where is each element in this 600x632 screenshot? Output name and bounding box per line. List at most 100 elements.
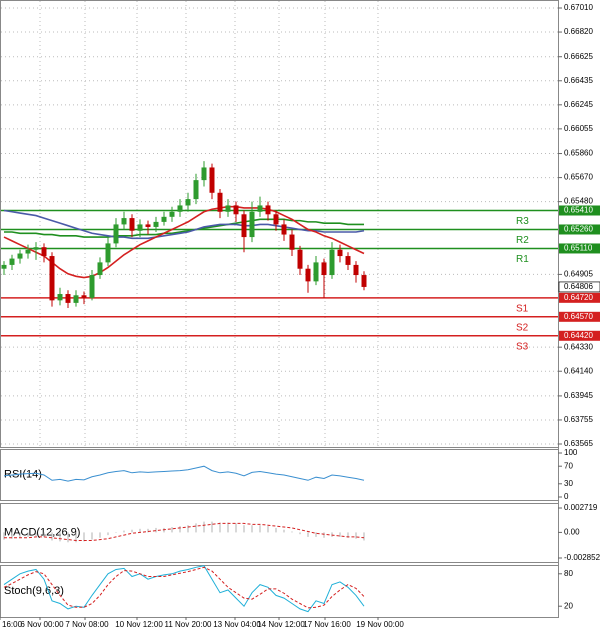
current-price-box	[558, 281, 600, 293]
y-tick-label: 0.65670	[564, 173, 593, 182]
candle-body	[121, 218, 127, 225]
level-price-label: 0.64570	[564, 312, 593, 321]
candle-body	[41, 247, 47, 257]
y-tick-label: 0.66435	[564, 76, 593, 85]
level-name: R3	[516, 216, 529, 227]
level-price-label: 0.65410	[564, 206, 593, 215]
y-tick-label: 0.65480	[564, 197, 593, 206]
histogram-bar	[139, 528, 141, 533]
candle-body	[321, 262, 327, 276]
indicator-line	[3, 566, 365, 609]
candle-body	[57, 294, 63, 301]
histogram-bar	[83, 532, 85, 542]
candle-body	[73, 295, 79, 303]
histogram-bar	[67, 532, 69, 543]
candle-body	[281, 224, 287, 235]
indicator-title: Stoch(9,6,3)	[4, 585, 64, 597]
histogram-bar	[51, 532, 53, 541]
candle-body	[217, 192, 223, 212]
indicator-line	[3, 205, 365, 279]
x-tick-label: 7 Nov 08:00	[65, 620, 109, 629]
indicator-line	[3, 465, 365, 482]
histogram-bar	[179, 526, 181, 533]
y-tick-label: 0.65860	[564, 149, 593, 158]
y-tick-label: 0.66055	[564, 124, 593, 133]
candle-body	[65, 294, 71, 303]
histogram-bar	[123, 530, 125, 533]
histogram-bar	[203, 521, 205, 533]
indicator-line	[4, 218, 364, 238]
indicator-line	[3, 565, 365, 613]
histogram-bar	[291, 531, 293, 533]
candle-body	[161, 216, 167, 222]
candle-body	[169, 211, 175, 217]
x-tick-label: 14 Nov 12:00	[257, 620, 305, 629]
y-tick-label: 0.66820	[564, 27, 593, 36]
y-tick-label: 0.64905	[564, 270, 593, 279]
y-tick-label: 80	[564, 569, 573, 578]
x-tick-label: 6 Nov 00:00	[20, 620, 64, 629]
candle-body	[17, 253, 23, 259]
histogram-bar	[187, 525, 189, 533]
histogram-bar	[155, 527, 157, 533]
y-tick-label: 0.64140	[564, 366, 593, 375]
candle-body	[81, 295, 87, 298]
level-price-box	[559, 243, 600, 254]
candle-body	[201, 167, 207, 181]
histogram-bar	[27, 532, 29, 537]
histogram-bar	[355, 532, 357, 539]
indicator-line	[4, 522, 365, 541]
candle-body	[105, 243, 111, 263]
histogram-bar	[11, 532, 13, 539]
level-name: S2	[516, 322, 529, 333]
level-name: S1	[516, 303, 529, 314]
x-tick-label: 17 Nov 16:00	[303, 620, 351, 629]
candle-body	[249, 211, 255, 238]
histogram-bar	[35, 532, 37, 536]
candle-body	[97, 262, 103, 276]
histogram-bar	[323, 532, 325, 538]
histogram-bar	[171, 527, 173, 533]
histogram-bar	[131, 529, 133, 533]
candle-body	[25, 249, 31, 254]
histogram-bar	[243, 525, 245, 533]
candle-body	[329, 249, 335, 276]
candle-body	[145, 224, 151, 227]
histogram-bar	[219, 522, 221, 533]
y-tick-label: 70	[564, 461, 573, 470]
histogram-bar	[59, 532, 61, 542]
histogram-bar	[211, 521, 213, 533]
candle-body	[297, 249, 303, 269]
histogram-bar	[227, 522, 229, 533]
indicator-line	[3, 209, 365, 240]
candle-body	[89, 275, 95, 298]
histogram-bar	[299, 532, 301, 535]
candle-body	[9, 258, 15, 265]
candle-body	[225, 205, 231, 212]
candle-body	[177, 205, 183, 212]
y-tick-label: 0.67010	[564, 3, 593, 12]
candle-body	[305, 268, 311, 282]
x-tick-label: 10 Nov 12:00	[115, 620, 163, 629]
histogram-bar	[315, 532, 317, 537]
candle-body	[49, 256, 55, 301]
histogram-bar	[283, 529, 285, 533]
candle-body	[1, 264, 7, 269]
level-price-box	[559, 330, 600, 341]
y-tick-label: 0.002719	[564, 503, 598, 512]
level-price-box	[559, 311, 600, 322]
level-price-box	[559, 292, 600, 303]
histogram-bar	[251, 525, 253, 533]
indicator-title: MACD(12,26,9)	[4, 526, 80, 538]
candle-body	[233, 205, 239, 215]
y-tick-label: -0.002852	[564, 553, 600, 562]
histogram-bar	[267, 526, 269, 533]
candle-body	[313, 262, 319, 282]
candle-body	[345, 256, 351, 265]
y-tick-label: 0.63945	[564, 391, 593, 400]
histogram-bar	[3, 532, 5, 540]
candle-body	[361, 275, 367, 287]
candle-body	[265, 205, 271, 215]
candle-body	[153, 221, 159, 227]
